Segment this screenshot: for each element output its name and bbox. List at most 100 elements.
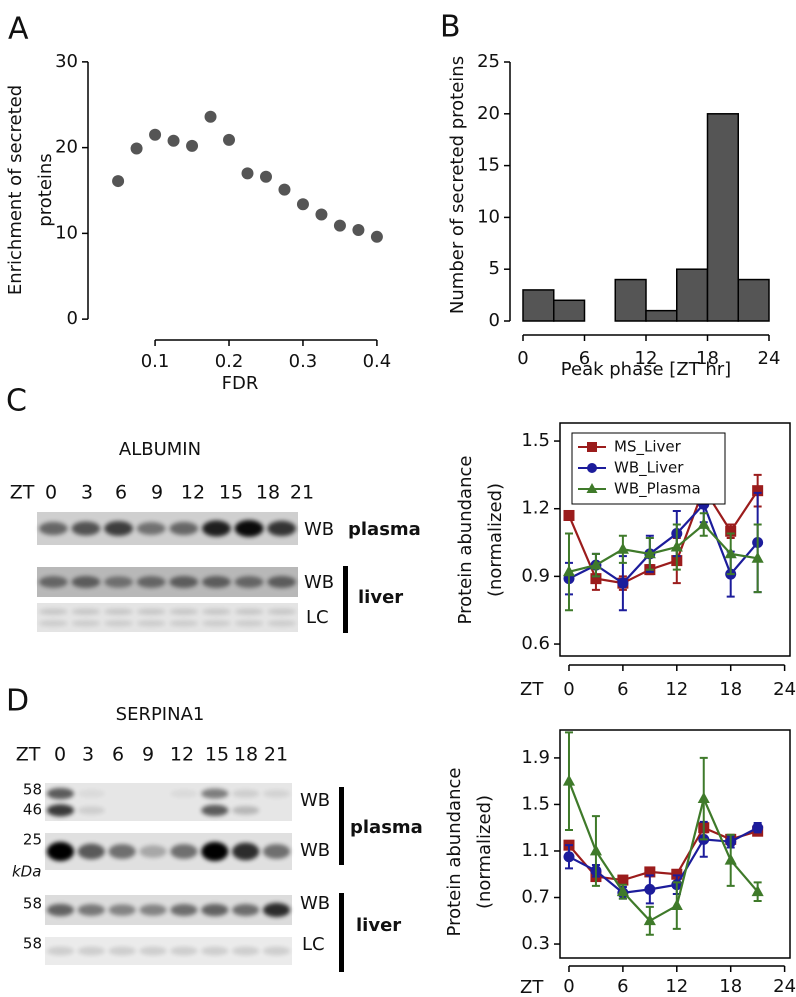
blot-band bbox=[139, 904, 167, 916]
y-tick-label: 15 bbox=[477, 155, 500, 176]
x-axis-title: Peak phase [ZT hr] bbox=[561, 359, 731, 380]
blot-band bbox=[201, 804, 229, 816]
marker bbox=[725, 525, 737, 537]
blot-band bbox=[232, 904, 260, 916]
blot-band bbox=[139, 845, 167, 858]
marker bbox=[724, 547, 737, 559]
lane-label: 6 bbox=[112, 744, 124, 766]
lane-label: 18 bbox=[256, 482, 280, 504]
lane-label: 3 bbox=[81, 482, 93, 504]
marker bbox=[697, 517, 710, 529]
marker bbox=[644, 866, 656, 878]
blot-band bbox=[71, 521, 101, 536]
lane-label: 12 bbox=[181, 482, 205, 504]
y-tick-label: 5 bbox=[489, 258, 500, 279]
x-tick-label: 0 bbox=[563, 679, 574, 700]
legend-marker bbox=[587, 463, 597, 473]
y-tick-label: 1.5 bbox=[521, 430, 550, 451]
blot-band bbox=[202, 608, 231, 615]
lane-label: 15 bbox=[219, 482, 243, 504]
x-tick-label: 0.2 bbox=[215, 351, 244, 372]
blot-band bbox=[77, 904, 105, 916]
blot-band bbox=[267, 520, 297, 537]
blot-band bbox=[262, 946, 291, 956]
blot-band bbox=[136, 522, 166, 535]
blot-band bbox=[71, 608, 101, 615]
legend-label: WB_Plasma bbox=[614, 480, 701, 499]
histogram-bar bbox=[676, 268, 709, 322]
histogram-bar bbox=[737, 278, 770, 322]
blot-strip bbox=[37, 603, 298, 632]
size-marker: 46 bbox=[23, 801, 42, 819]
blot-title: ALBUMIN bbox=[119, 439, 201, 460]
size-marker: 58 bbox=[23, 935, 42, 953]
size-marker: 58 bbox=[23, 895, 42, 913]
x-tick-label: 18 bbox=[719, 976, 742, 997]
y-axis-title: Number of secreted proteins bbox=[447, 56, 468, 314]
scatter-point bbox=[315, 208, 328, 221]
blot-band bbox=[232, 789, 260, 798]
y-axis-title: Enrichment of secreted bbox=[5, 85, 26, 295]
group-label: plasma bbox=[348, 519, 421, 540]
blot-band bbox=[262, 844, 291, 859]
group-label: liver bbox=[356, 915, 401, 936]
y-axis-title: Protein abundance bbox=[455, 456, 476, 625]
blot-band bbox=[136, 576, 166, 588]
legend-label: MS_Liver bbox=[614, 438, 682, 457]
y-tick-label: 30 bbox=[55, 51, 78, 72]
lane-label: 0 bbox=[54, 744, 66, 766]
scatter-point bbox=[352, 223, 365, 236]
group-bar bbox=[343, 566, 348, 633]
x-tick-label: 6 bbox=[617, 976, 628, 997]
x-tick-label: 6 bbox=[617, 679, 628, 700]
blot-band bbox=[46, 841, 75, 862]
lane-label: 6 bbox=[115, 482, 127, 504]
blot-band bbox=[234, 520, 264, 537]
marker bbox=[590, 573, 602, 585]
blot-band bbox=[202, 576, 231, 588]
blot-band bbox=[234, 576, 264, 588]
size-marker: 25 bbox=[23, 831, 42, 849]
blot-band bbox=[139, 946, 167, 956]
x-axis-title: FDR bbox=[222, 373, 259, 394]
blot-band bbox=[71, 576, 101, 588]
legend-label: WB_Liver bbox=[614, 459, 684, 478]
y-tick-label: 0 bbox=[489, 310, 500, 331]
blot-band bbox=[267, 608, 297, 615]
blot-band bbox=[46, 903, 75, 917]
blot-band bbox=[262, 789, 291, 798]
lane-label: 0 bbox=[45, 482, 57, 504]
blot-band bbox=[169, 608, 199, 615]
blot-band bbox=[267, 576, 297, 588]
legend-marker bbox=[586, 483, 598, 493]
group-label: plasma bbox=[350, 817, 423, 838]
row-label: WB bbox=[304, 519, 334, 540]
x-tick-label: 0.4 bbox=[363, 351, 392, 372]
blot-band bbox=[108, 946, 136, 956]
group-bar bbox=[339, 787, 344, 865]
group-bar bbox=[339, 893, 344, 972]
marker bbox=[671, 868, 683, 880]
blot-band bbox=[170, 789, 198, 798]
blot-band bbox=[169, 576, 199, 588]
marker bbox=[643, 547, 656, 559]
marker bbox=[562, 774, 576, 786]
x-tick-label: 18 bbox=[696, 348, 719, 369]
marker bbox=[616, 885, 629, 897]
blot-band bbox=[201, 946, 229, 956]
marker bbox=[724, 853, 737, 865]
marker bbox=[644, 883, 656, 895]
marker bbox=[589, 558, 602, 570]
y-tick-label: 1.1 bbox=[521, 840, 550, 861]
x-tick-label: 24 bbox=[773, 679, 796, 700]
x-tick-label: 12 bbox=[665, 976, 688, 997]
size-unit: kDa bbox=[12, 863, 41, 881]
marker bbox=[751, 551, 764, 563]
blot-band bbox=[262, 902, 291, 918]
series-line bbox=[567, 780, 759, 923]
scatter-point bbox=[112, 175, 125, 188]
marker bbox=[563, 509, 575, 521]
blot-band bbox=[46, 788, 75, 800]
histogram-bar bbox=[522, 289, 555, 322]
